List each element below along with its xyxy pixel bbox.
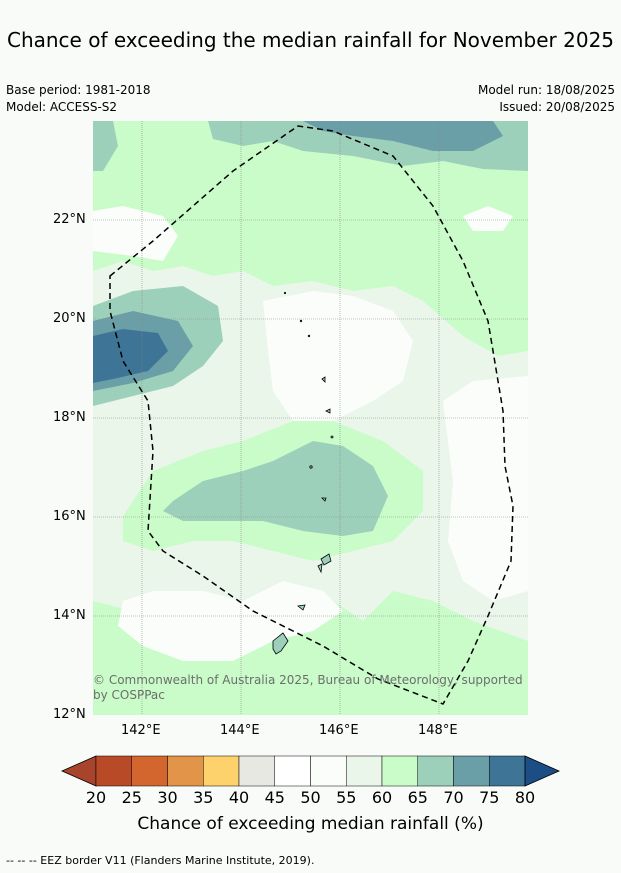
colorbar-cell	[489, 755, 526, 787]
colorbar-cell	[346, 755, 383, 787]
lon-label-148: 148°E	[418, 723, 458, 738]
map-svg	[93, 121, 528, 715]
lon-label-144: 144°E	[220, 723, 260, 738]
lat-label-18: 18°N	[53, 410, 86, 425]
colorbar-arrow-low	[61, 755, 97, 787]
colorbar-tick-label: 30	[157, 788, 178, 807]
colorbar-cells	[61, 755, 560, 787]
model-name: Model: ACCESS-S2	[6, 100, 118, 114]
zone-60-65-south	[93, 591, 528, 715]
zone-75-80-west	[93, 329, 168, 383]
footer-eez-note: -- -- -- EEZ border V11 (Flanders Marine…	[6, 854, 315, 867]
colorbar-tick-label: 25	[121, 788, 142, 807]
colorbar	[61, 755, 560, 787]
colorbar-cell	[310, 755, 347, 787]
colorbar-cell	[131, 755, 168, 787]
zone-65-70-center	[163, 441, 388, 536]
colorbar-tick-label: 45	[264, 788, 285, 807]
colorbar-cell	[95, 755, 132, 787]
copyright-notice: © Commonwealth of Australia 2025, Bureau…	[93, 673, 523, 702]
colorbar-cell	[238, 755, 275, 787]
colorbar-tick-label: 40	[228, 788, 250, 807]
zone-65-70-nw	[93, 121, 118, 171]
issued-date: Issued: 20/08/2025	[499, 100, 615, 114]
rainfall-map	[93, 121, 528, 715]
zone-70-75-north	[303, 121, 503, 151]
lat-label-20: 20°N	[53, 311, 86, 326]
graticule	[93, 121, 528, 715]
islands	[272, 291, 334, 655]
meta-left: Base period: 1981-2018 Model: ACCESS-S2	[6, 82, 151, 116]
eez-border	[109, 125, 514, 705]
colorbar-tick-label: 75	[479, 788, 500, 807]
colorbar-arrow-high	[524, 755, 560, 787]
colorbar-cell	[274, 755, 311, 787]
model-run: Model run: 18/08/2025	[477, 83, 615, 97]
colorbar-tick-label: 65	[407, 788, 428, 807]
zone-45-55-south	[118, 581, 343, 661]
colorbar-tick-label: 50	[300, 788, 321, 807]
colorbar-cell	[203, 755, 240, 787]
colorbar-tick-label: 60	[371, 788, 393, 807]
zone-45-55-east	[443, 376, 528, 601]
meta-right: Model run: 18/08/2025 Issued: 20/08/2025	[478, 82, 615, 116]
colorbar-tick-label: 80	[514, 788, 536, 807]
colorbar-tick-label: 20	[85, 788, 107, 807]
lat-label-14: 14°N	[53, 608, 86, 623]
lon-label-146: 146°E	[319, 723, 359, 738]
colorbar-tick-label: 55	[336, 788, 357, 807]
colorbar-cell	[167, 755, 204, 787]
lat-label-16: 16°N	[53, 509, 86, 524]
colorbar-cell	[417, 755, 454, 787]
lat-label-12: 12°N	[53, 707, 86, 722]
colorbar-cell	[453, 755, 490, 787]
colorbar-cell	[381, 755, 418, 787]
lon-label-142: 142°E	[121, 723, 161, 738]
lat-label-22: 22°N	[53, 212, 86, 227]
colorbar-tick-label: 35	[193, 788, 214, 807]
zone-45-55-ne	[463, 206, 513, 231]
zone-45-55-center	[263, 291, 413, 421]
base-period: Base period: 1981-2018	[6, 83, 151, 97]
map-title: Chance of exceeding the median rainfall …	[6, 28, 615, 52]
zone-60-65-north	[93, 121, 528, 356]
zone-45-55-north	[93, 206, 178, 261]
colorbar-tick-label: 70	[443, 788, 464, 807]
colorbar-label: Chance of exceeding median rainfall (%)	[137, 814, 484, 834]
